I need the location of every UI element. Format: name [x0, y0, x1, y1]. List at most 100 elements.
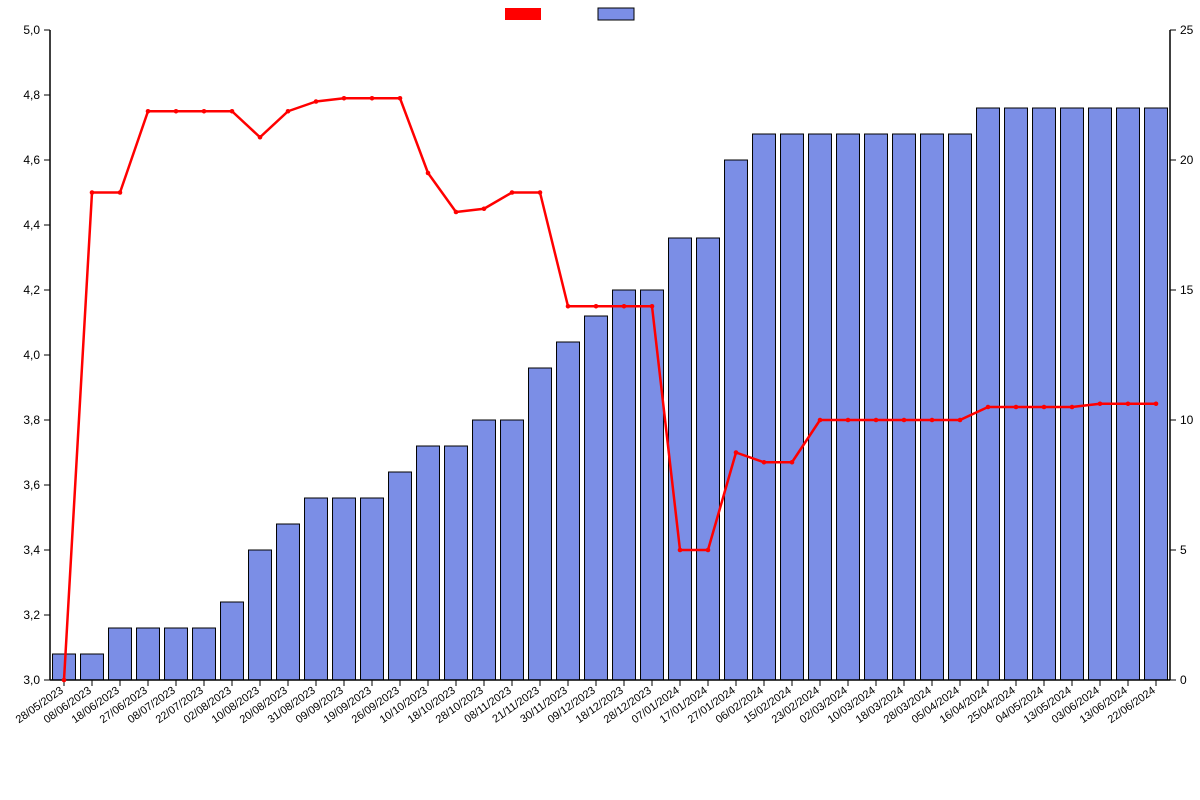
- bar: [109, 628, 132, 680]
- bar: [501, 420, 524, 680]
- bar: [697, 238, 720, 680]
- line-marker: [1070, 405, 1075, 410]
- bar: [921, 134, 944, 680]
- bar: [641, 290, 664, 680]
- y-right-tick-label: 20: [1180, 153, 1194, 167]
- line-marker: [818, 418, 823, 423]
- line-marker: [314, 99, 319, 104]
- line-marker: [258, 135, 263, 140]
- line-marker: [370, 96, 375, 101]
- legend-swatch-line: [505, 8, 541, 20]
- bar: [221, 602, 244, 680]
- bar: [753, 134, 776, 680]
- line-marker: [678, 548, 683, 553]
- bar: [137, 628, 160, 680]
- y-left-tick-label: 4,4: [23, 218, 40, 232]
- line-marker: [174, 109, 179, 114]
- line-marker: [650, 304, 655, 309]
- line-marker: [874, 418, 879, 423]
- line-marker: [454, 210, 459, 215]
- line-marker: [594, 304, 599, 309]
- line-marker: [62, 678, 67, 683]
- line-marker: [1126, 401, 1131, 406]
- line-marker: [1154, 401, 1159, 406]
- line-marker: [118, 190, 123, 195]
- line-marker: [1098, 401, 1103, 406]
- bar: [445, 446, 468, 680]
- bar: [725, 160, 748, 680]
- bar: [1117, 108, 1140, 680]
- combo-chart: 3,0 3,2 3,4 3,6 3,8 4,0 4,2 4,4 4,6 4,8 5,0 0 5 10 15 2…: [0, 0, 1200, 800]
- bar: [417, 446, 440, 680]
- bar: [1089, 108, 1112, 680]
- bar: [1145, 108, 1168, 680]
- bar: [305, 498, 328, 680]
- bar: [669, 238, 692, 680]
- line-marker: [398, 96, 403, 101]
- bar: [1033, 108, 1056, 680]
- bar: [473, 420, 496, 680]
- legend-swatch-bar: [598, 8, 634, 20]
- chart-svg: 3,0 3,2 3,4 3,6 3,8 4,0 4,2 4,4 4,6 4,8 5,0 0 5 10 15 2…: [0, 0, 1200, 800]
- bar: [165, 628, 188, 680]
- line-marker: [286, 109, 291, 114]
- y-right-tick-label: 25: [1180, 23, 1194, 37]
- bar: [361, 498, 384, 680]
- y-left-tick-label: 4,2: [23, 283, 40, 297]
- y-right-tick-label: 15: [1180, 283, 1194, 297]
- bar: [893, 134, 916, 680]
- y-left-tick-label: 4,8: [23, 88, 40, 102]
- y-left-tick-label: 4,6: [23, 153, 40, 167]
- line-marker: [510, 190, 515, 195]
- y-left-tick-label: 3,2: [23, 608, 40, 622]
- line-marker: [986, 405, 991, 410]
- bar: [529, 368, 552, 680]
- line-marker: [622, 304, 627, 309]
- bar: [1061, 108, 1084, 680]
- bar: [837, 134, 860, 680]
- bar: [333, 498, 356, 680]
- bar: [277, 524, 300, 680]
- line-marker: [790, 460, 795, 465]
- bar: [389, 472, 412, 680]
- y-left-tick-label: 5,0: [23, 23, 40, 37]
- bar: [557, 342, 580, 680]
- bar: [781, 134, 804, 680]
- y-right-tick-label: 10: [1180, 413, 1194, 427]
- y-left-tick-label: 3,0: [23, 673, 40, 687]
- line-marker: [538, 190, 543, 195]
- y-left-tick-label: 4,0: [23, 348, 40, 362]
- bar: [977, 108, 1000, 680]
- y-left-tick-label: 3,8: [23, 413, 40, 427]
- bar: [949, 134, 972, 680]
- line-marker: [846, 418, 851, 423]
- line-marker: [90, 190, 95, 195]
- line-marker: [1042, 405, 1047, 410]
- y-left-tick-label: 3,6: [23, 478, 40, 492]
- line-marker: [146, 109, 151, 114]
- bar: [193, 628, 216, 680]
- bar: [613, 290, 636, 680]
- line-marker: [342, 96, 347, 101]
- bar: [809, 134, 832, 680]
- bar: [585, 316, 608, 680]
- bar: [249, 550, 272, 680]
- line-marker: [202, 109, 207, 114]
- line-marker: [566, 304, 571, 309]
- y-right-tick-label: 5: [1180, 543, 1187, 557]
- y-right-tick-label: 0: [1180, 673, 1187, 687]
- line-marker: [930, 418, 935, 423]
- line-marker: [482, 206, 487, 211]
- line-marker: [902, 418, 907, 423]
- bar: [1005, 108, 1028, 680]
- bar: [81, 654, 104, 680]
- line-marker: [706, 548, 711, 553]
- line-marker: [958, 418, 963, 423]
- line-marker: [734, 450, 739, 455]
- line-marker: [1014, 405, 1019, 410]
- y-left-tick-label: 3,4: [23, 543, 40, 557]
- line-marker: [230, 109, 235, 114]
- line-marker: [426, 171, 431, 176]
- bar: [865, 134, 888, 680]
- line-marker: [762, 460, 767, 465]
